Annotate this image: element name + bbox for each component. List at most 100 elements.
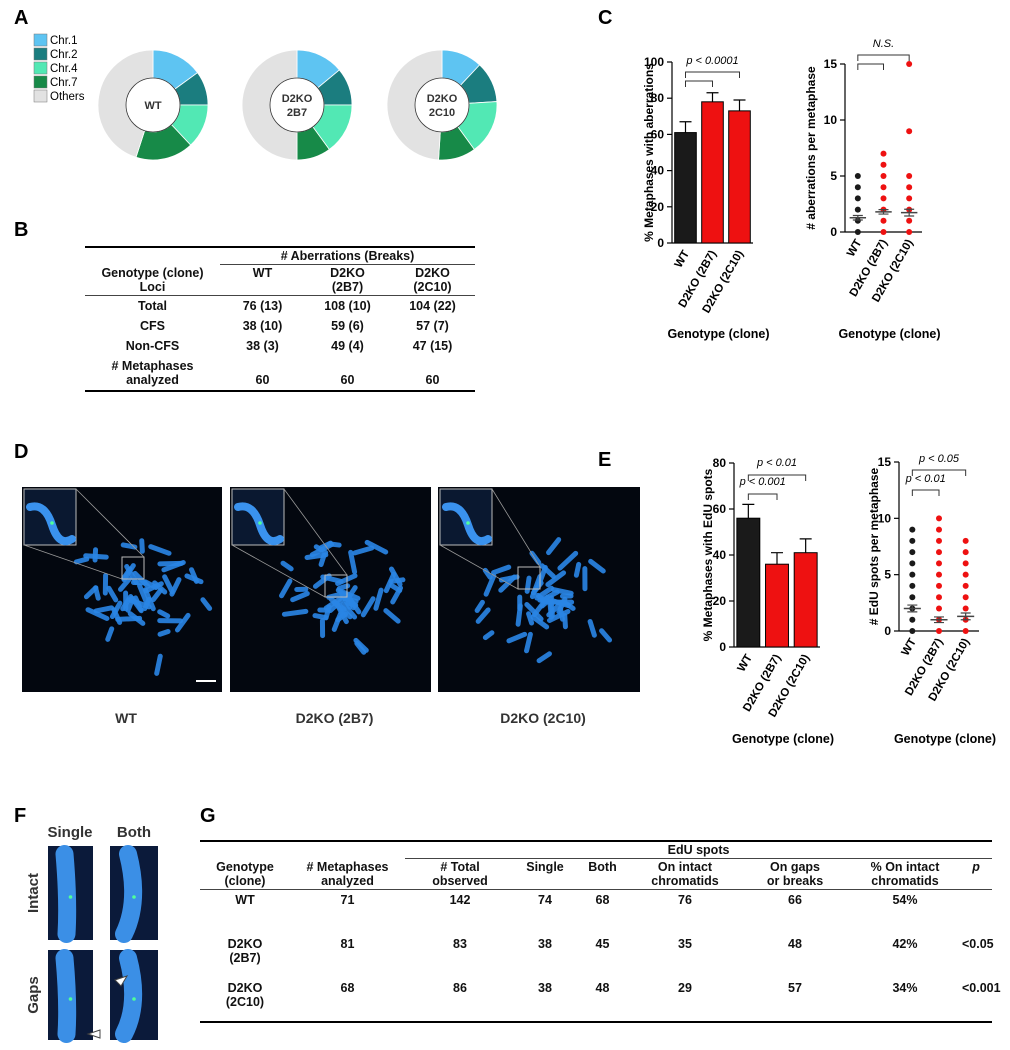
y-axis-label: # aberrations per metaphase [804, 66, 818, 230]
chromosome [157, 609, 171, 619]
legend-label: Chr.1 [50, 35, 78, 47]
y-tick-label: 10 [878, 511, 892, 525]
y-tick-label: 5 [830, 169, 837, 183]
chromosome [121, 566, 133, 581]
significance-bracket [857, 54, 910, 61]
data-point [909, 594, 916, 601]
chromosome [530, 614, 550, 630]
chromosome [373, 587, 384, 611]
group-header: # Aberrations (Breaks) [220, 246, 475, 265]
significance-bracket [857, 63, 884, 70]
significance-bracket [747, 493, 778, 500]
table-cell [960, 890, 992, 934]
data-point [962, 560, 969, 567]
table-cell: 35 [678, 936, 692, 951]
chromosome [483, 573, 497, 597]
column-header: On intact chromatids [630, 858, 740, 890]
group-header: EdU spots [405, 840, 993, 859]
chromosome [331, 611, 343, 632]
x-tick-label: WT [736, 653, 755, 674]
zoom-box [517, 566, 541, 590]
column-header: Genotype (clone) Loci [85, 264, 220, 296]
chromosome [474, 599, 485, 613]
sem-bar [907, 604, 918, 613]
bar [793, 552, 818, 648]
chromosome [557, 550, 579, 571]
significance-label: p < 0.05 [918, 453, 960, 465]
data-point [854, 206, 861, 213]
edu-spot [50, 521, 54, 525]
table-cell: D2KO (2C10) [200, 977, 290, 1023]
chromosome [526, 611, 535, 626]
edu-spot [132, 997, 136, 1001]
chromosome [132, 570, 151, 589]
data-point [880, 229, 887, 235]
column-header: % On intact chromatids [850, 858, 960, 890]
chromosome [524, 631, 533, 654]
y-tick-label: 60 [651, 127, 665, 141]
data-point [936, 628, 942, 634]
table-cell: 48 [788, 936, 802, 951]
legend-label: Others [50, 91, 85, 103]
edu-spots-table: EdU spots Genotype (clone) # Metaphases an… [200, 840, 1001, 1023]
chromosome [85, 607, 110, 621]
data-point [880, 150, 887, 157]
x-axis-label: Genotype (clone) [732, 732, 834, 746]
chromosome [546, 537, 562, 556]
error-bar [742, 503, 755, 519]
chromosome [482, 567, 493, 580]
data-point [962, 537, 969, 544]
error-bar [706, 92, 719, 102]
significance-label: p < 0.0001 [685, 55, 738, 67]
y-tick-label: 15 [824, 57, 838, 71]
table-cell: 47 (15) [412, 339, 453, 353]
table-cell: 83 [453, 936, 467, 951]
chromosome [157, 628, 171, 637]
chromosome [588, 558, 606, 574]
donut-center-label: D2KO 2C10 [427, 93, 458, 119]
chromosome [587, 618, 597, 638]
data-point [906, 229, 913, 235]
chromatid [115, 949, 143, 1043]
bar [701, 101, 724, 244]
table-cell: 57 [740, 977, 850, 1023]
micrograph-caption: D2KO (2C10) [500, 710, 586, 726]
column-header: # Metaphases analyzed [290, 858, 405, 890]
y-tick-label: 15 [878, 455, 892, 469]
x-tick-label: WT [845, 238, 864, 259]
table-cell: D2KO (2B7) [227, 936, 263, 965]
data-point [906, 195, 913, 202]
y-tick-label: 0 [830, 225, 837, 239]
zoom-box [324, 574, 348, 598]
chromosome [279, 578, 293, 599]
data-point [936, 515, 942, 522]
data-point [936, 594, 942, 601]
data-point [906, 173, 913, 179]
panel-label: E [598, 449, 611, 471]
data-point [909, 616, 916, 623]
donut-hole-outline [125, 77, 181, 133]
chromosome [174, 612, 191, 633]
chromosome [563, 601, 576, 611]
table-cell: CFS [140, 319, 165, 333]
arrowhead [86, 1029, 101, 1039]
y-tick-label: 0 [657, 236, 664, 250]
legend-label: Chr.7 [50, 77, 78, 89]
column-header: p [960, 858, 993, 890]
zoom-lines [23, 488, 145, 580]
micrograph-caption: D2KO (2B7) [296, 710, 374, 726]
data-point [936, 537, 942, 544]
x-axis-label: Genotype (clone) [894, 732, 996, 746]
table-cell: 38 [515, 977, 575, 1023]
error-bar [799, 538, 812, 553]
sem-bar [904, 208, 915, 217]
chromosome [383, 608, 401, 624]
data-point [854, 173, 861, 179]
chromosome [599, 628, 613, 643]
chromosome [73, 556, 90, 565]
column-label: Both [117, 824, 151, 841]
bar [674, 132, 697, 244]
chromosome [388, 577, 406, 584]
